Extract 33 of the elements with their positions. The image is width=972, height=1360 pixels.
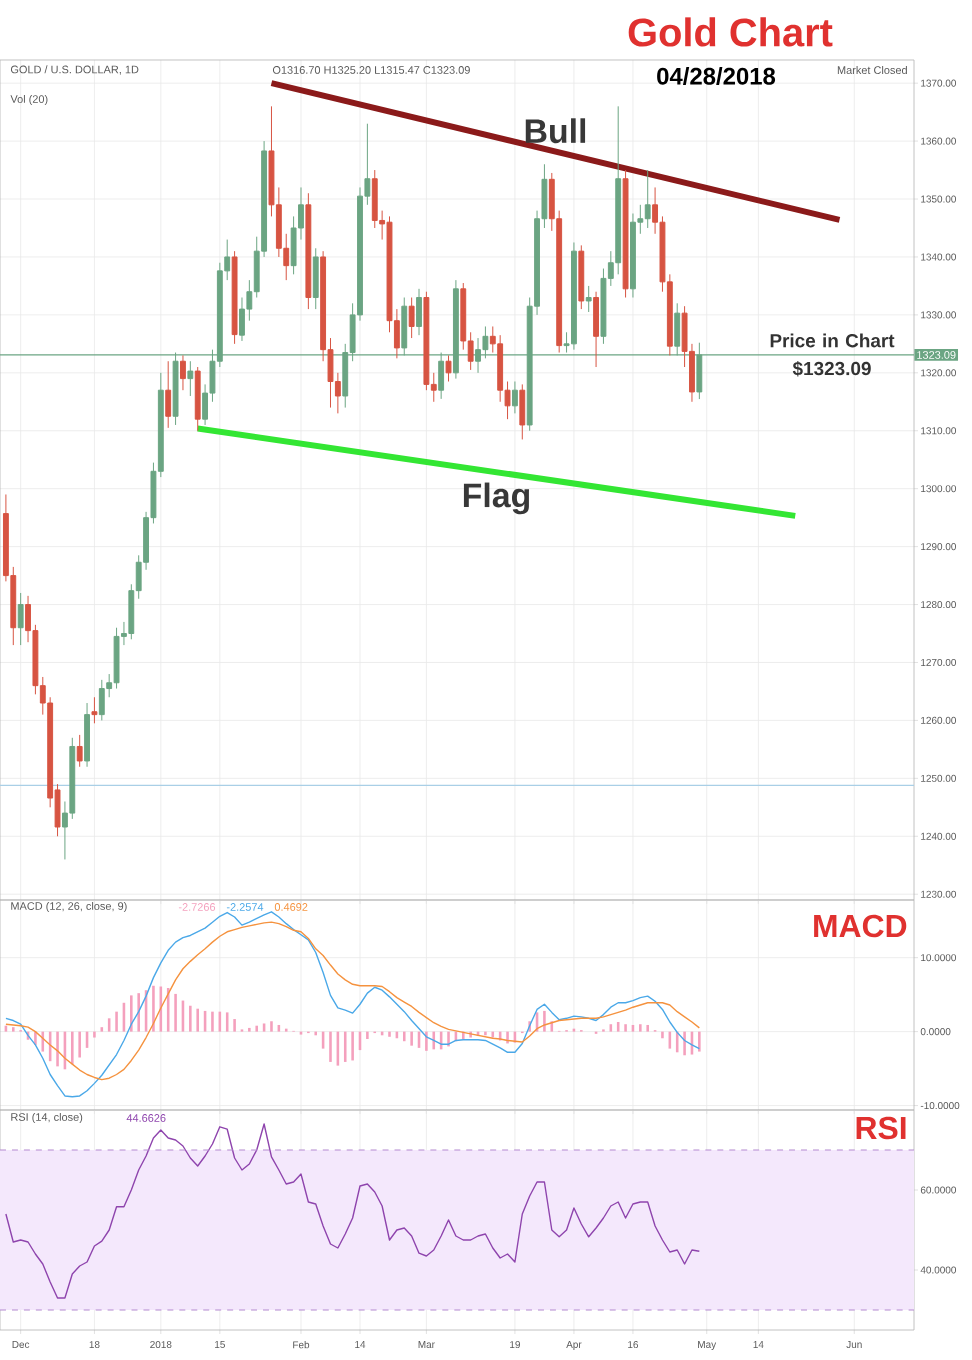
candlestick xyxy=(76,734,83,768)
candlestick xyxy=(585,285,592,313)
annotation: MACD xyxy=(814,914,907,938)
candlestick xyxy=(194,366,201,432)
candlestick xyxy=(445,354,452,383)
candlestick xyxy=(630,213,636,299)
annotation: Price in Chart $1323.09 xyxy=(770,333,895,377)
candlestick xyxy=(91,696,98,724)
line-series xyxy=(5,1123,701,1299)
series-label: Flag xyxy=(463,482,530,515)
candlestick xyxy=(98,679,105,721)
candlestick xyxy=(17,592,24,646)
candlestick xyxy=(305,192,312,310)
candlestick xyxy=(408,297,415,339)
candlestick xyxy=(84,702,90,768)
candlestick xyxy=(180,354,186,391)
series-label: Bull xyxy=(525,118,586,144)
candlestick xyxy=(312,247,319,310)
candlestick xyxy=(593,291,599,368)
candlestick xyxy=(511,381,518,414)
candlestick xyxy=(571,241,577,351)
candlestick xyxy=(644,169,651,229)
candlestick xyxy=(416,288,422,336)
candlestick xyxy=(578,244,585,310)
annotation: RSI xyxy=(856,1116,906,1140)
candlestick xyxy=(622,169,629,299)
chart-title: Gold Chart xyxy=(628,17,833,47)
candlestick xyxy=(187,360,194,397)
candlestick xyxy=(231,250,238,345)
candlestick xyxy=(165,360,172,429)
chart-subtitle: 04/28/2018 xyxy=(657,67,776,85)
candlestick xyxy=(113,627,120,690)
candlestick xyxy=(519,383,526,440)
